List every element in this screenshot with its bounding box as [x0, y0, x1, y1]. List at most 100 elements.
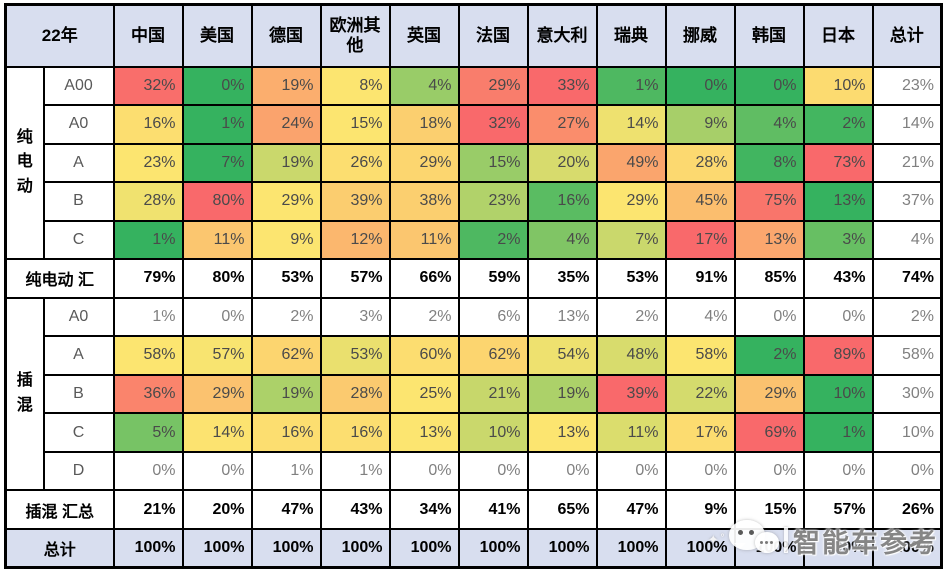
heatmap-cell: 19%: [526, 373, 598, 415]
data-cell: 0%: [733, 296, 805, 338]
summary-cell: 15%: [733, 489, 805, 530]
grand-total-cell: 100%: [319, 527, 391, 569]
grand-total-cell: 100%: [871, 527, 943, 569]
grand-total-label: 总计: [4, 527, 115, 569]
summary-label: 纯电动 汇: [4, 258, 115, 299]
heatmap-cell: 14%: [595, 104, 667, 145]
summary-cell: 53%: [595, 258, 667, 299]
data-cell: 0%: [664, 450, 736, 492]
row-label: A0: [42, 104, 115, 145]
heatmap-cell: 73%: [802, 142, 874, 184]
column-header: 英国: [388, 3, 460, 68]
data-cell: 2%: [595, 296, 667, 338]
heatmap-cell: 0%: [181, 65, 253, 107]
heatmap-cell: 12%: [319, 219, 391, 261]
table-row: A0 16% 1% 24% 15% 18% 32% 27% 14% 9% 4% 2% 14%: [6, 104, 943, 145]
heatmap-cell: 13%: [388, 412, 460, 453]
column-header: 欧洲其他: [319, 3, 391, 68]
column-header: 总计: [871, 3, 943, 68]
heatmap-cell: 19%: [250, 142, 322, 184]
row-total-cell: 2%: [871, 296, 943, 338]
row-total-cell: 4%: [871, 219, 943, 261]
data-cell: 0%: [733, 450, 805, 492]
row-total-cell: 37%: [871, 181, 943, 222]
heatmap-cell: 11%: [595, 412, 667, 453]
table-header: 22年 中国 美国 德国 欧洲其他 英国 法国 意大利 瑞典 挪威 韩国 日本 总计: [4, 3, 943, 68]
heatmap-cell: 3%: [802, 219, 874, 261]
heatmap-cell: 21%: [457, 373, 529, 415]
heatmap-cell: 10%: [802, 373, 874, 415]
ev-share-heatmap-table: 22年 中国 美国 德国 欧洲其他 英国 法国 意大利 瑞典 挪威 韩国 日本 总计 纯电动 A00 32%…: [4, 3, 944, 569]
data-cell: 13%: [526, 296, 598, 338]
heatmap-cell: 28%: [664, 142, 736, 184]
summary-cell: 41%: [457, 489, 529, 530]
group-label: 纯电动: [4, 65, 45, 261]
heatmap-cell: 28%: [112, 181, 184, 222]
table-row: B 28% 80% 29% 39% 38% 23% 16% 29% 45% 75% 13% 37%: [6, 181, 943, 222]
heatmap-cell: 48%: [595, 335, 667, 376]
corner-cell-year: 22年: [4, 3, 115, 68]
grand-total-cell: 100%: [388, 527, 460, 569]
table-row: A 23% 7% 19% 26% 29% 15% 20% 49% 28% 8% 73% 21%: [6, 142, 943, 184]
summary-row: 插混 汇总 21% 20% 47% 43% 34% 41% 65% 47% 9% 15% 57% 26%: [4, 489, 943, 530]
column-header: 美国: [181, 3, 253, 68]
summary-cell: 53%: [250, 258, 322, 299]
data-cell: 0%: [595, 450, 667, 492]
row-total-cell: 14%: [871, 104, 943, 145]
heatmap-cell: 19%: [250, 373, 322, 415]
grand-total-cell: 100%: [595, 527, 667, 569]
heatmap-cell: 14%: [181, 412, 253, 453]
table-row: C 1% 11% 9% 12% 11% 2% 4% 7% 17% 13% 3% 4%: [6, 219, 943, 261]
data-cell: 2%: [388, 296, 460, 338]
heatmap-cell: 29%: [733, 373, 805, 415]
heatmap-cell: 80%: [181, 181, 253, 222]
heatmap-cell: 11%: [181, 219, 253, 261]
heatmap-cell: 10%: [802, 65, 874, 107]
column-header: 韩国: [733, 3, 805, 68]
heatmap-cell: 75%: [733, 181, 805, 222]
heatmap-cell: 1%: [802, 412, 874, 453]
data-cell: 2%: [250, 296, 322, 338]
summary-total-cell: 74%: [871, 258, 943, 299]
heatmap-cell: 8%: [733, 142, 805, 184]
table-row: D 0% 0% 1% 1% 0% 0% 0% 0% 0% 0% 0% 0%: [6, 450, 943, 492]
row-total-cell: 0%: [871, 450, 943, 492]
heatmap-cell: 33%: [526, 65, 598, 107]
heatmap-cell: 69%: [733, 412, 805, 453]
heatmap-cell: 0%: [733, 65, 805, 107]
grand-total-cell: 100%: [250, 527, 322, 569]
data-cell: 0%: [181, 296, 253, 338]
heatmap-cell: 29%: [595, 181, 667, 222]
grand-total-cell: 100%: [733, 527, 805, 569]
heatmap-cell: 2%: [457, 219, 529, 261]
summary-label: 插混 汇总: [4, 489, 115, 530]
heatmap-cell: 1%: [595, 65, 667, 107]
data-cell: 1%: [112, 296, 184, 338]
summary-cell: 35%: [526, 258, 598, 299]
heatmap-cell: 29%: [181, 373, 253, 415]
heatmap-cell: 5%: [112, 412, 184, 453]
table-row: 插混 A0 1% 0% 2% 3% 2% 6% 13% 2% 4% 0% 0% 2%: [4, 296, 943, 492]
heatmap-cell: 7%: [595, 219, 667, 261]
heatmap-cell: 2%: [802, 104, 874, 145]
summary-cell: 47%: [250, 489, 322, 530]
summary-cell: 20%: [181, 489, 253, 530]
row-label: A00: [42, 65, 115, 107]
grand-total-cell: 100%: [181, 527, 253, 569]
data-cell: 0%: [388, 450, 460, 492]
data-cell: 6%: [457, 296, 529, 338]
heatmap-cell: 32%: [457, 104, 529, 145]
summary-cell: 43%: [802, 258, 874, 299]
heatmap-cell: 62%: [250, 335, 322, 376]
row-label: C: [42, 219, 115, 261]
table-body: 纯电动 A00 32% 0% 19% 8% 4% 29% 33% 1% 0% 0% 10% 23% A0 16…: [4, 65, 943, 569]
heatmap-cell: 28%: [319, 373, 391, 415]
heatmap-cell: 27%: [526, 104, 598, 145]
heatmap-cell: 11%: [388, 219, 460, 261]
column-header: 中国: [112, 3, 184, 68]
heatmap-cell: 2%: [733, 335, 805, 376]
heatmap-cell: 16%: [250, 412, 322, 453]
heatmap-cell: 60%: [388, 335, 460, 376]
grand-total-cell: 100%: [802, 527, 874, 569]
heatmap-cell: 7%: [181, 142, 253, 184]
